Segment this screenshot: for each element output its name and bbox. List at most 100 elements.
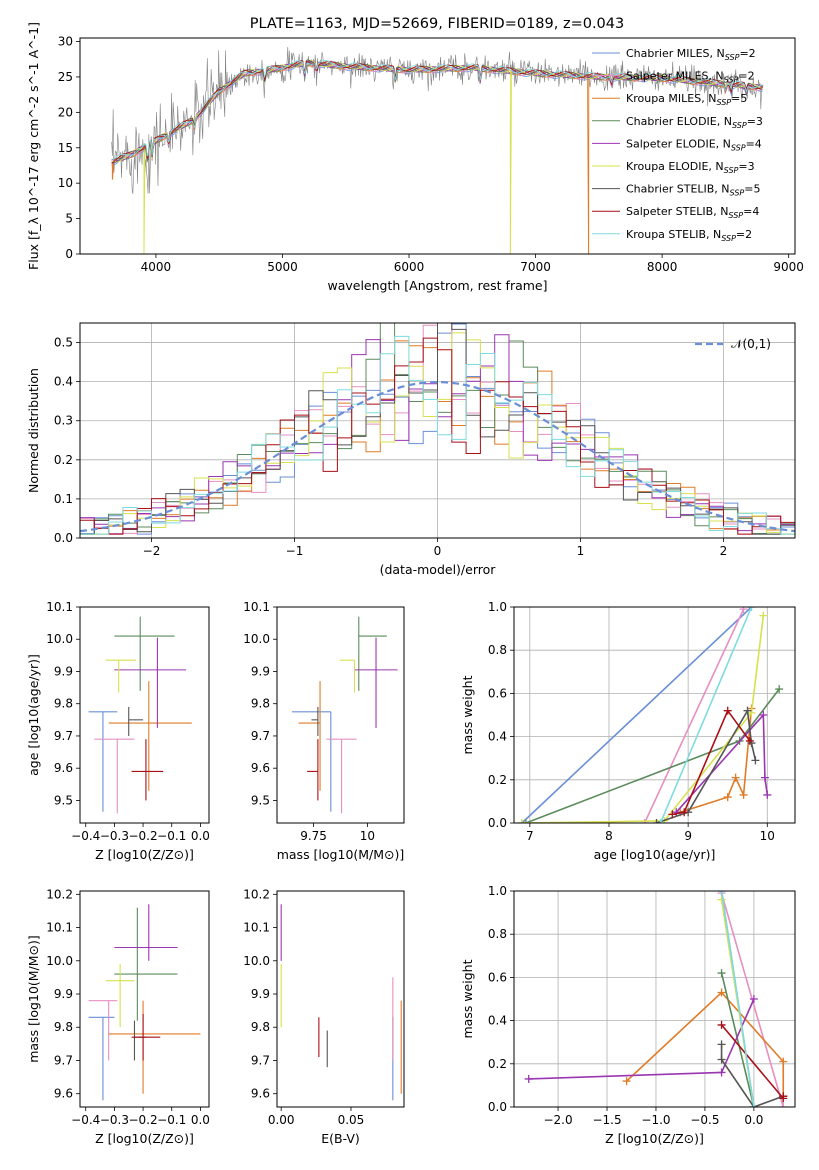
age_vs_mass-plot-area: [292, 616, 398, 814]
weight_vs_age-frame: [513, 606, 796, 824]
residuals-ytick-label: 0.2: [54, 453, 73, 467]
spectrum-panel: 4000 5000 6000 7000 8000 9000 0 5 10 15 20 25 30 wave…: [26, 22, 804, 293]
weight_vs_Z-ylabel: mass weight: [460, 959, 475, 1038]
weight-point-marker: [668, 810, 677, 819]
weight_vs_Z-plot-area: [524, 891, 788, 1107]
weight_vs_age-xtick-label: 9: [684, 829, 692, 843]
weight-point-marker: [759, 611, 768, 620]
mass_vs_Z-ylabel: mass [log10(M/M⊙)]: [26, 935, 41, 1063]
weight-point-marker: [717, 969, 726, 978]
residuals-xtick-label: 0: [434, 544, 442, 558]
spectrum-ytick-label: 25: [58, 70, 73, 84]
weight-point-marker: [640, 819, 649, 823]
weight-point-marker: [743, 706, 752, 715]
spectrum-model-line: [111, 60, 763, 162]
residuals-xtick-label: 1: [577, 544, 585, 558]
age_vs_mass-ytick-label: 9.7: [251, 729, 270, 743]
mass_vs_EBV-frame: [276, 890, 405, 1108]
mass_vs_Z-ytick-label: 10.0: [46, 954, 73, 968]
residuals-plot-area: [80, 323, 795, 538]
residuals-panel: −2 −1 0 1 2 0.0 0.1 0.2 0.3 0.4 0.5 (data-model)/er…: [26, 322, 796, 577]
figure-title: PLATE=1163, MJD=52669, FIBERID=0189, z=0…: [250, 16, 624, 32]
age_vs_mass-frame: [276, 606, 405, 824]
weight_vs_Z-panel: −2.0 −1.5 −1.0 −0.5 0.0 0.0 0.2 0.4 0.6 0.8 1.0 Z […: [460, 884, 796, 1146]
age_vs_Z-ytick-label: 9.7: [54, 729, 73, 743]
weight_vs_Z-ytick-label: 1.0: [488, 884, 507, 898]
mass_vs_Z-ytick-label: 9.8: [54, 1020, 73, 1034]
residuals-xlabel: (data-model)/error: [380, 562, 497, 577]
spectrum-frame: [79, 37, 796, 255]
weight-point-marker: [521, 819, 530, 823]
spectrum-xtick-label: 5000: [267, 260, 298, 274]
mass_vs_Z-xtick-label: −0.3: [100, 1113, 129, 1127]
spectrum-legend: Chabrier MILES, NSSP=2 Salpeter MILES, NS…: [592, 47, 763, 243]
residuals-xtick-label: −1: [286, 544, 304, 558]
residuals-ytick-label: 0.4: [54, 375, 73, 389]
mass_vs_EBV-ytick-label: 9.8: [251, 1020, 270, 1034]
weight-point-marker: [747, 607, 756, 611]
normal-curve-line: [80, 380, 795, 533]
residuals-frame: [79, 322, 796, 539]
weight_vs_age-ytick-label: 0.6: [488, 686, 507, 700]
mass_vs_EBV-ytick-label: 10.1: [243, 921, 270, 935]
weight_vs_age-plot-area: [517, 607, 784, 823]
weight_vs_Z-xtick-label: −2.0: [543, 1113, 572, 1127]
age_vs_Z-ytick-label: 9.9: [54, 664, 73, 678]
mass_vs_Z-xtick-label: 0.0: [191, 1113, 210, 1127]
weight-point-marker: [779, 1092, 788, 1101]
residuals-legend: 𝒩(0,1): [695, 337, 771, 351]
mass_vs_EBV-panel: 0.00 0.05 9.6 9.7 9.8 9.9 10.0 10.1 10.2 E(B-V): [243, 887, 405, 1146]
weight-point-marker: [723, 793, 732, 802]
legend-entry-label: Salpeter MILES, NSSP=2: [626, 70, 755, 85]
spectrum-model-line: [111, 59, 763, 254]
mass_vs_Z-xtick-label: −0.1: [157, 1113, 186, 1127]
legend-entry-label: Chabrier STELIB, NSSP=5: [626, 183, 760, 198]
age_vs_mass-ytick-label: 10.0: [243, 632, 270, 646]
mass_vs_EBV-xlabel: E(B-V): [321, 1131, 360, 1146]
weight_vs_age-ytick-label: 1.0: [488, 600, 507, 614]
weight-point-marker: [517, 819, 526, 823]
legend-entry-label: Chabrier ELODIE, NSSP=3: [626, 115, 763, 130]
weight_vs_age-ytick-label: 0.8: [488, 643, 507, 657]
weight-point-marker: [717, 1040, 726, 1049]
weight-point-marker: [717, 1068, 726, 1077]
weight-series-line: [720, 1024, 785, 1101]
spectrum-ytick-label: 10: [58, 176, 73, 190]
mass_vs_Z-xtick-label: −0.4: [71, 1113, 100, 1127]
weight_vs_age-xtick-label: 8: [605, 829, 613, 843]
weight_vs_age-xtick-label: 7: [526, 829, 534, 843]
weight-series-line: [521, 607, 753, 823]
weight_vs_age-xlabel: age [log10(age/yr)]: [594, 847, 716, 862]
weight-series-line: [720, 1044, 784, 1107]
spectrum-xtick-label: 8000: [647, 260, 678, 274]
age_vs_mass-ytick-label: 9.5: [251, 793, 270, 807]
weight_vs_age-panel: 7 8 9 10 0.0 0.2 0.4 0.6 0.8 1.0 age [log10(age/yr…: [460, 600, 796, 862]
weight-point-marker: [749, 995, 758, 1003]
weight-point-marker: [745, 736, 754, 745]
weight-series-line: [521, 615, 765, 823]
spectrum-plot-area: [111, 46, 764, 254]
spectrum-xtick-label: 6000: [394, 260, 425, 274]
spectrum-ylabel: Flux [f_λ 10^-17 erg cm^-2 s^-1 A^-1]: [26, 22, 41, 270]
legend-entry-label: Kroupa ELODIE, NSSP=3: [626, 160, 755, 175]
mass_vs_EBV-ytick-label: 9.7: [251, 1053, 270, 1067]
residuals-ytick-label: 0.0: [54, 531, 73, 545]
weight-point-marker: [524, 1074, 533, 1083]
mass_vs_EBV-ytick-label: 9.6: [251, 1087, 270, 1101]
residuals-ytick-label: 0.3: [54, 414, 73, 428]
mass_vs_Z-ytick-label: 9.7: [54, 1053, 73, 1067]
weight-series-line: [720, 972, 755, 1107]
weight_vs_age-ylabel: mass weight: [460, 675, 475, 754]
mass_vs_EBV-ytick-label: 10.0: [243, 954, 270, 968]
weight-series-line: [643, 608, 745, 823]
weight-point-marker: [763, 790, 772, 799]
weight-point-marker: [751, 756, 760, 765]
weight-point-marker: [731, 773, 740, 782]
residual-histogram-step: [80, 335, 795, 538]
weight-series-line: [675, 712, 769, 813]
spectrum-ytick-label: 5: [65, 212, 73, 226]
age_vs_mass-ytick-label: 9.9: [251, 664, 270, 678]
weight-series-line: [672, 709, 751, 816]
legend-entry-label: Kroupa MILES, NSSP=5: [626, 92, 747, 107]
residuals-ytick-label: 0.1: [54, 492, 73, 506]
